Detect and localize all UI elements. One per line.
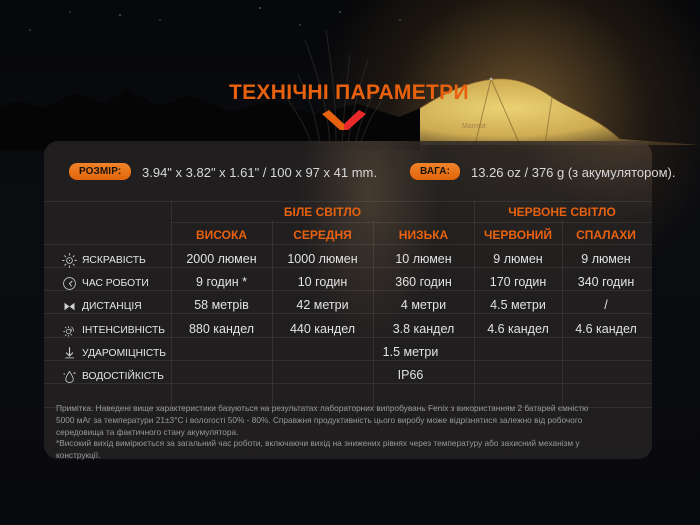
- svg-text:Marmot: Marmot: [462, 123, 486, 130]
